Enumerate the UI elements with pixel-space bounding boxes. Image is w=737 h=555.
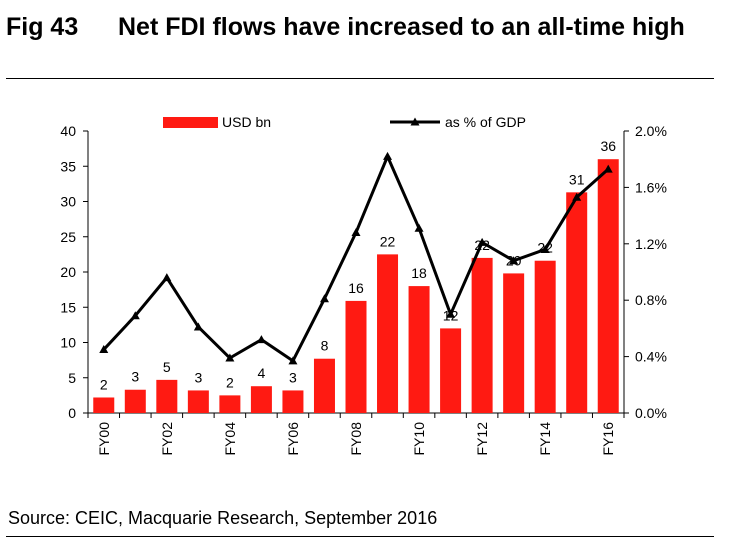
left-tick-label: 10 — [60, 335, 76, 351]
bar-data-label: 18 — [411, 265, 427, 281]
line-marker — [509, 256, 519, 265]
bar — [377, 254, 399, 413]
x-tick-label: FY10 — [411, 422, 427, 456]
left-tick-label: 5 — [68, 370, 76, 386]
x-tick-label: FY00 — [96, 422, 112, 456]
bar — [597, 159, 619, 413]
right-tick-label: 0.8% — [635, 292, 667, 308]
bar — [345, 300, 367, 413]
left-tick-label: 25 — [60, 229, 76, 245]
right-tick-label: 0.4% — [635, 349, 667, 365]
line-marker — [540, 244, 550, 253]
figure-title-text: Net FDI flows have increased to an all-t… — [118, 13, 685, 41]
bar — [313, 358, 335, 413]
bar-data-label: 2 — [226, 374, 234, 390]
x-tick-label: FY16 — [600, 422, 616, 456]
bar-data-label: 3 — [131, 369, 139, 385]
bar-data-label: 5 — [163, 359, 171, 375]
x-tick-label: FY04 — [222, 422, 238, 456]
x-tick-label: FY08 — [348, 422, 364, 456]
line-marker — [319, 294, 329, 303]
bar-data-label: 31 — [569, 171, 585, 187]
right-tick-label: 1.6% — [635, 179, 667, 195]
figure-number: Fig 43 — [6, 13, 79, 41]
left-tick-label: 15 — [60, 299, 76, 315]
line-marker — [162, 273, 172, 282]
left-tick-label: 40 — [60, 123, 76, 139]
bar — [282, 390, 304, 413]
line-marker — [477, 237, 487, 246]
bar — [566, 192, 588, 413]
x-tick-label: FY14 — [537, 422, 553, 456]
bar — [124, 389, 146, 413]
bar-data-label: 3 — [289, 369, 297, 385]
line-marker — [130, 311, 140, 320]
line-marker — [446, 309, 456, 318]
x-tick-label: FY12 — [474, 422, 490, 456]
bar — [250, 386, 272, 413]
bar-data-label: 4 — [258, 365, 266, 381]
line-marker — [414, 223, 424, 232]
line-marker — [256, 335, 266, 344]
legend-bar-label: USD bn — [222, 114, 271, 130]
line-marker — [225, 353, 235, 362]
legend-line-marker — [410, 117, 420, 126]
bar — [156, 379, 178, 413]
left-y-axis: 0 5 10 15 20 25 30 35 40 — [60, 123, 89, 421]
bar — [534, 260, 556, 413]
bar-data-label: 8 — [321, 338, 329, 354]
left-tick-label: 0 — [68, 405, 76, 421]
bar-data-label: 16 — [348, 280, 364, 296]
left-tick-label: 30 — [60, 194, 76, 210]
bar — [187, 390, 209, 413]
line-series-pct-gdp — [99, 151, 613, 365]
right-tick-label: 0.0% — [635, 405, 667, 421]
bar-series-usd-bn — [93, 159, 619, 413]
line-marker — [383, 151, 393, 160]
right-y-axis: 0.0% 0.4% 0.8% 1.2% 1.6% 2.0% — [623, 123, 667, 421]
line-marker — [99, 345, 109, 354]
left-tick-label: 35 — [60, 158, 76, 174]
bar — [440, 328, 462, 413]
chart-legend: USD bn as % of GDP — [163, 114, 526, 130]
left-tick-label: 20 — [60, 264, 76, 280]
bar — [93, 397, 115, 413]
footer-divider — [6, 536, 714, 537]
figure-title: Fig 43 Net FDI flows have increased to an… — [6, 12, 726, 42]
x-tick-label: FY02 — [159, 422, 175, 456]
x-tick-label: FY06 — [285, 422, 301, 456]
right-tick-label: 2.0% — [635, 123, 667, 139]
legend-line-label: as % of GDP — [445, 114, 526, 130]
bar-data-label: 2 — [100, 376, 108, 392]
line-marker — [572, 192, 582, 201]
legend-bar-swatch — [163, 117, 218, 128]
line-marker — [288, 356, 298, 365]
line-marker — [193, 322, 203, 331]
bar — [503, 273, 525, 413]
bar-data-label: 3 — [194, 369, 202, 385]
bar — [219, 395, 241, 413]
bar — [408, 286, 430, 413]
line-marker — [603, 164, 613, 173]
line-marker — [351, 228, 361, 237]
bar — [471, 257, 493, 413]
bar-data-label: 22 — [380, 233, 396, 249]
title-divider — [6, 78, 714, 79]
x-axis: FY00 FY02 FY04 FY06 FY08 FY10 FY12 FY14 FY16 — [87, 412, 625, 456]
source-note: Source: CEIC, Macquarie Research, Septem… — [8, 508, 438, 528]
right-tick-label: 1.2% — [635, 236, 667, 252]
bar-data-label: 36 — [600, 138, 616, 154]
